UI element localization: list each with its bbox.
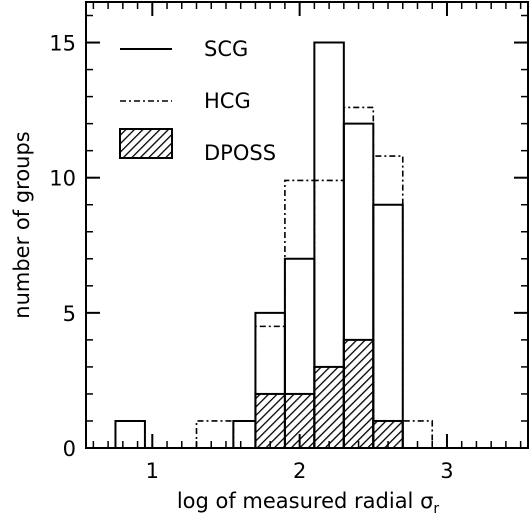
x-tick-label-1: 1 [146,459,159,483]
y-tick-label-5: 5 [63,302,76,326]
plot-frame [85,1,529,449]
hcg-bin-7 [401,420,434,448]
x-axis-title-subscript: r [433,501,439,517]
y-tick-label-10: 10 [49,167,76,191]
y-tick-label-0: 0 [63,437,76,461]
y-axis-title: number of groups [10,131,34,318]
x-tick-label-2: 2 [293,459,306,483]
legend-label-scg: SCG [204,37,248,61]
scg-bin-0 [114,419,146,448]
x-axis-title: log of measured radial σr [177,489,440,517]
legend-swatch-dposs [119,128,173,159]
x-tick-label-3: 3 [440,459,453,483]
x-axis-title-main: log of measured radial σ [177,489,434,513]
dposs-bar-1 [313,365,345,449]
scg-bin-6 [372,203,404,448]
dposs-bar-2 [342,338,375,449]
hcg-bin-6 [372,155,404,448]
legend: SCG HCG DPOSS [119,37,276,165]
hcg-bin-1 [232,420,257,448]
legend-label-hcg: HCG [204,89,251,113]
hcg-bin-0 [195,420,235,448]
y-tick-label-15: 15 [49,32,76,56]
scg-bin-1 [232,419,257,448]
legend-label-dposs: DPOSS [204,141,276,165]
